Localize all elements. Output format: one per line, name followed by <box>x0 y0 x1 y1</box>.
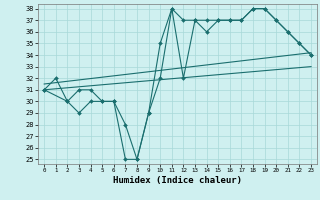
X-axis label: Humidex (Indice chaleur): Humidex (Indice chaleur) <box>113 176 242 185</box>
